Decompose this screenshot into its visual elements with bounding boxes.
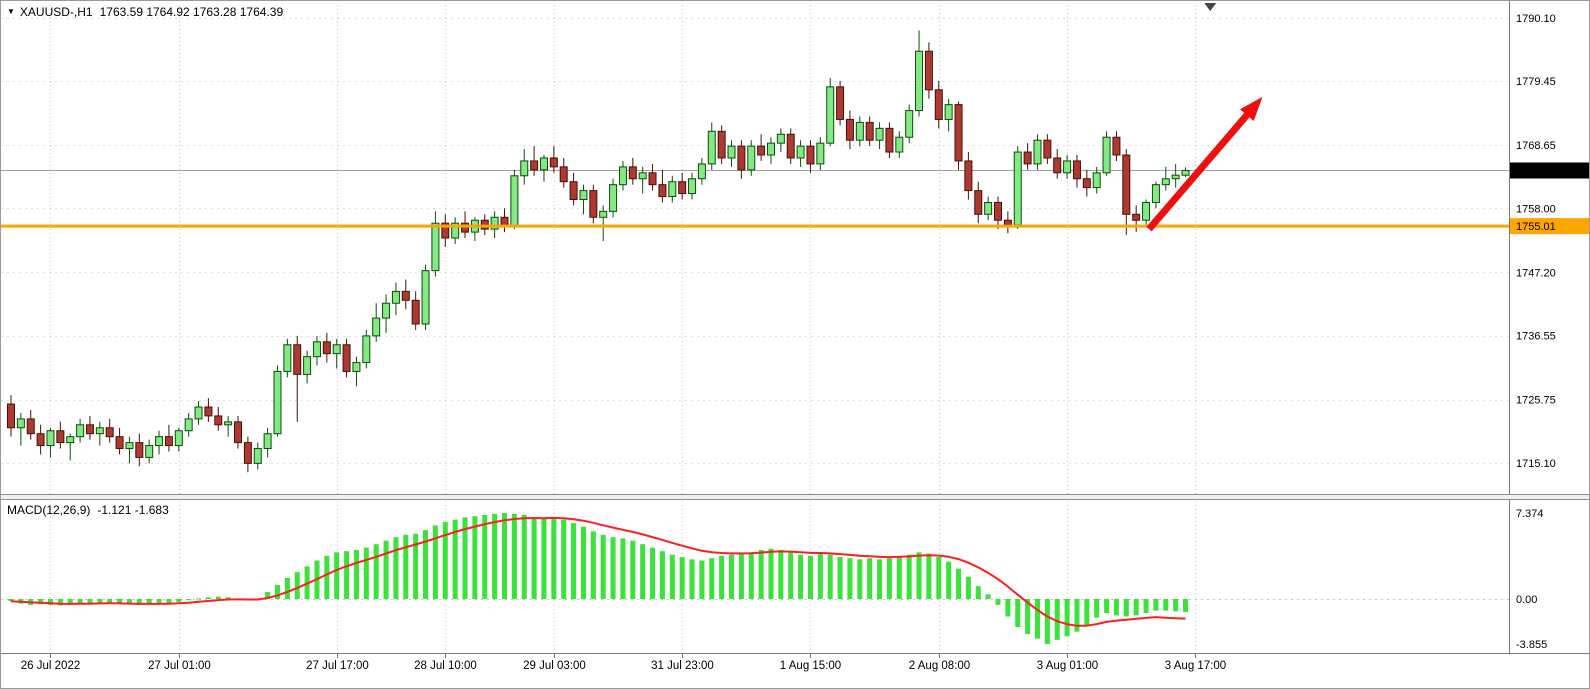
macd-signal-line [10,516,1186,627]
price-axis[interactable]: 1790.10 1779.45 1768.65 1758.00 1747.20 1736.… [1509,1,1590,689]
current-price-tag [1510,162,1589,179]
price-axis-label: 1736.55 [1516,331,1556,343]
price-axis-label: 1715.10 [1516,458,1556,470]
macd-axis-label: -3.855 [1516,639,1547,651]
price-axis-label: 1747.20 [1516,267,1556,279]
time-axis-label: 3 Aug 01:00 [1037,660,1098,672]
candles-layer [7,30,1190,473]
svg-text:1755.01: 1755.01 [1516,221,1556,233]
time-axis-label: 28 Jul 10:00 [414,660,477,672]
time-axis-label: 2 Aug 08:00 [909,660,970,672]
macd-histogram [8,512,1189,644]
chart-shift-marker-icon [1204,3,1217,11]
price-axis-label: 1779.45 [1516,76,1556,88]
trend-arrow-annotation[interactable] [1146,96,1263,232]
time-axis[interactable]: 26 Jul 2022 27 Jul 01:00 27 Jul 17:00 28 Ju… [1,653,1590,689]
svg-text:1764.39: 1764.39 [1516,166,1556,178]
price-axis-label: 1725.75 [1516,395,1556,407]
price-axis-label: 1768.65 [1516,140,1556,152]
price-axis-label: 1758.00 [1516,203,1556,215]
macd-axis-label: 0.00 [1516,594,1537,606]
time-axis-label: 29 Jul 03:00 [523,660,586,672]
time-axis-label: 3 Aug 17:00 [1165,660,1226,672]
time-axis-label: 1 Aug 15:00 [780,660,841,672]
support-price-tag [1510,218,1589,235]
price-axis-label: 1790.10 [1516,13,1556,25]
time-axis-label: 27 Jul 01:00 [148,660,211,672]
time-axis-label: 27 Jul 17:00 [306,660,369,672]
pane-splitter[interactable] [1,494,1590,500]
time-axis-label: 31 Jul 23:00 [651,660,714,672]
macd-axis-label: 7.374 [1516,508,1544,520]
time-axis-label: 26 Jul 2022 [21,660,80,672]
